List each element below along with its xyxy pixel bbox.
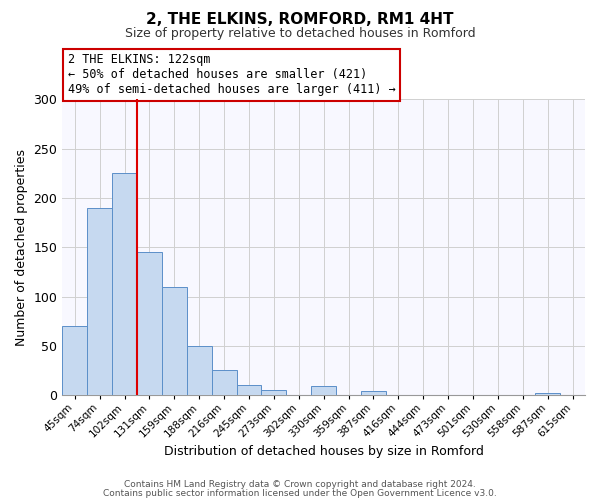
Bar xyxy=(212,370,236,395)
Bar xyxy=(311,386,336,395)
Text: Size of property relative to detached houses in Romford: Size of property relative to detached ho… xyxy=(125,28,475,40)
Text: Contains public sector information licensed under the Open Government Licence v3: Contains public sector information licen… xyxy=(103,488,497,498)
Bar xyxy=(262,390,286,395)
Text: 2 THE ELKINS: 122sqm
← 50% of detached houses are smaller (421)
49% of semi-deta: 2 THE ELKINS: 122sqm ← 50% of detached h… xyxy=(68,54,395,96)
Text: Contains HM Land Registry data © Crown copyright and database right 2024.: Contains HM Land Registry data © Crown c… xyxy=(124,480,476,489)
Bar xyxy=(87,208,112,395)
Bar xyxy=(361,391,386,395)
Bar xyxy=(137,252,162,395)
Y-axis label: Number of detached properties: Number of detached properties xyxy=(15,148,28,346)
Bar xyxy=(62,326,87,395)
Bar xyxy=(535,393,560,395)
Bar xyxy=(162,286,187,395)
Text: 2, THE ELKINS, ROMFORD, RM1 4HT: 2, THE ELKINS, ROMFORD, RM1 4HT xyxy=(146,12,454,28)
Bar xyxy=(112,174,137,395)
Bar xyxy=(187,346,212,395)
Bar xyxy=(236,386,262,395)
X-axis label: Distribution of detached houses by size in Romford: Distribution of detached houses by size … xyxy=(164,444,484,458)
